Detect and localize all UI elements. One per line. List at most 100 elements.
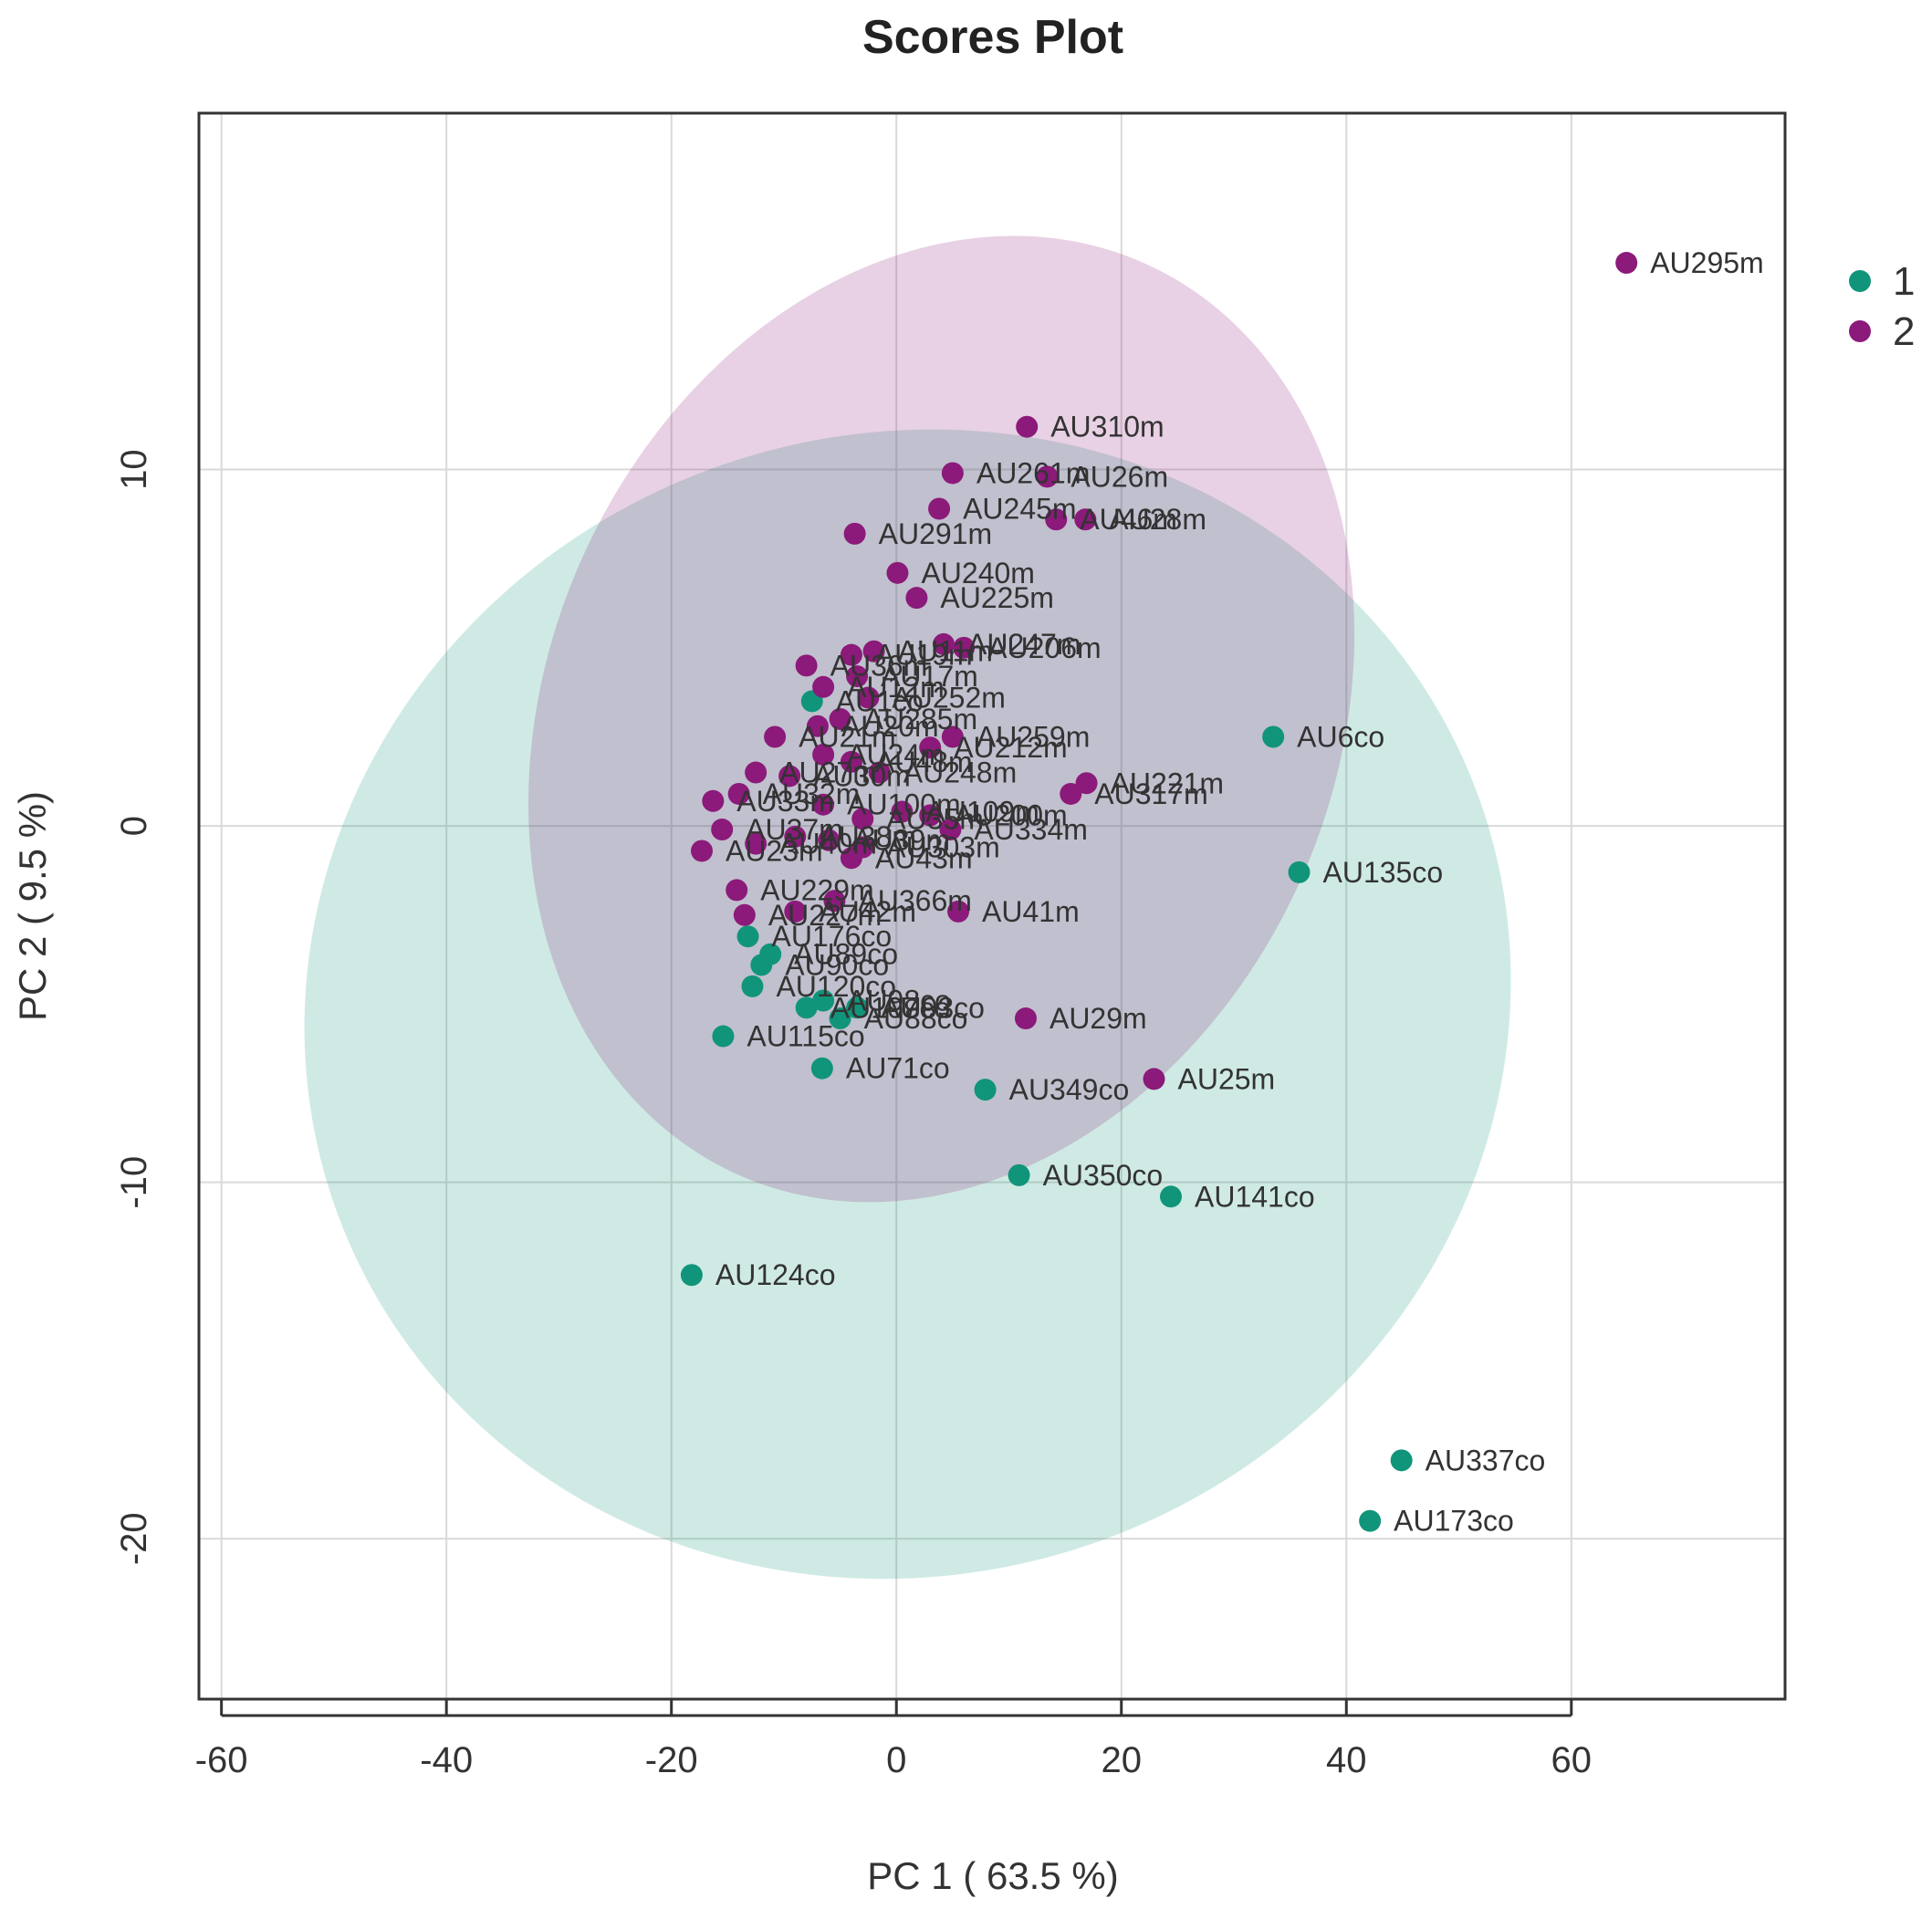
point-AU317m [1060, 782, 1082, 805]
point-label-AU303m: AU303m [886, 831, 1000, 864]
point-label-AU176co: AU176co [772, 920, 893, 953]
point-AU24m [812, 744, 835, 767]
point-AU247m [932, 632, 955, 655]
point-label-AU89co: AU89co [794, 938, 898, 971]
point-AU98co [812, 989, 835, 1012]
point-AU135co [1288, 861, 1311, 883]
point-AU261m [941, 462, 964, 485]
point-label-AU28m: AU28m [1109, 503, 1206, 536]
point-label-AU350co: AU350co [1043, 1159, 1164, 1192]
point-AU245m [928, 497, 951, 520]
point-AU29m [1014, 1007, 1037, 1030]
point-AU17m [846, 665, 869, 688]
point-AU366m [823, 890, 846, 913]
point-AU310m [1016, 415, 1039, 438]
point-label-AU23m: AU23m [726, 834, 823, 867]
point-AU334m [939, 819, 962, 841]
point-label-AU120co: AU120co [776, 970, 896, 1003]
point-label-AU98co: AU98co [847, 984, 951, 1017]
point-label-AU29m: AU29m [1050, 1002, 1147, 1035]
point-AU43m [840, 847, 862, 870]
point-label-AU334m: AU334m [974, 813, 1088, 846]
point-label-AU30m: AU30m [813, 759, 911, 792]
point-label-AU26m: AU26m [1070, 460, 1168, 493]
x-tick-label: -40 [420, 1740, 473, 1780]
point-AU141co [1159, 1185, 1182, 1208]
point-AU107co [795, 996, 818, 1019]
point-AU124co [680, 1264, 703, 1287]
legend-marker-2 [1849, 320, 1871, 342]
point-label-AU115co: AU115co [747, 1020, 864, 1053]
point-AU28m [1074, 508, 1097, 531]
y-tick-label: -10 [114, 1156, 154, 1209]
point-AU173co [1359, 1509, 1382, 1532]
point-label-AU1co: AU1co [836, 684, 924, 717]
point-label-AU42m: AU42m [819, 895, 916, 928]
point-AU30m [778, 765, 801, 788]
point-AU349co [974, 1079, 997, 1101]
point-label-AU245m: AU245m [963, 493, 1077, 526]
point-AU46m [1045, 508, 1068, 531]
point-label-AU24m: AU24m [847, 738, 945, 771]
point-label-AU90co: AU90co [785, 948, 889, 981]
point-AU39m [818, 829, 841, 851]
point-AU115co [712, 1025, 735, 1048]
point-label-AU43m: AU43m [875, 841, 973, 874]
point-AU71co [810, 1057, 833, 1080]
point-label-AU206m: AU206m [987, 631, 1102, 664]
point-AU12m [812, 675, 835, 698]
point-AU21m [764, 725, 787, 748]
x-tick-label: 20 [1102, 1740, 1143, 1780]
point-AU20m [806, 715, 829, 737]
point-AU27m [745, 761, 768, 784]
plot-frame [197, 111, 1787, 1701]
point-label-AU337co: AU337co [1426, 1444, 1546, 1476]
point-AU48m [840, 750, 862, 773]
point-AU100m [812, 793, 835, 816]
point-label-AU25m: AU25m [1177, 1062, 1275, 1095]
score-points [680, 252, 1638, 1532]
point-label-AU33m: AU33m [736, 785, 834, 818]
point-AU93co [846, 996, 869, 1019]
point-label-AU248m: AU248m [903, 756, 1017, 789]
legend-label-2: 2 [1893, 309, 1915, 354]
point-label-AU240m: AU240m [921, 557, 1035, 589]
axis-ticks: -60 -40 -20 0 20 40 60 10 0 -10 -20 [114, 449, 1592, 1780]
point-AU291m [843, 522, 866, 545]
x-tick-label: -20 [645, 1740, 698, 1780]
point-label-AU229m: AU229m [760, 873, 874, 906]
point-label-AU225m: AU225m [940, 581, 1054, 614]
legend-label-1: 1 [1893, 259, 1915, 304]
x-tick-label: 60 [1551, 1740, 1593, 1780]
point-AU229m [726, 879, 748, 902]
point-AU42m [784, 900, 807, 923]
point-label-AU317m: AU317m [1094, 777, 1208, 810]
point-label-AU141co: AU141co [1195, 1180, 1315, 1213]
legend-marker-1 [1849, 270, 1871, 292]
point-AU350co [1008, 1163, 1030, 1186]
point-label-AU212m: AU212m [954, 731, 1068, 764]
point-label-AU100m: AU100m [847, 788, 961, 821]
point-label-AU291m: AU291m [879, 517, 993, 550]
point-AU337co [1390, 1449, 1413, 1472]
point-label-AU310m: AU310m [1050, 411, 1164, 443]
chart-title: Scores Plot [862, 11, 1123, 64]
point-AU35m [851, 808, 874, 830]
point-AU26m [1036, 465, 1059, 488]
point-label-AU247m: AU247m [967, 628, 1081, 661]
point-AU176co [736, 925, 759, 948]
ellipse-group-2 [527, 235, 1355, 1203]
point-label-AU48m: AU48m [875, 746, 973, 778]
point-AU38m [784, 825, 807, 848]
point-AU200m [919, 804, 942, 827]
point-AU11m [862, 640, 885, 662]
point-label-AU35m: AU35m [886, 802, 984, 835]
point-label-AU38m: AU38m [819, 820, 916, 853]
point-AU109m [891, 800, 914, 823]
point-AU19m [840, 643, 862, 666]
point-label-AU6co: AU6co [1297, 720, 1384, 753]
point-AU227m [733, 903, 756, 926]
point-AU6co [1262, 725, 1285, 748]
point-labels: AU6co AU135co AU71co AU349co AU350co AU141co A… [715, 246, 1764, 1538]
y-tick-label: 10 [114, 449, 154, 490]
